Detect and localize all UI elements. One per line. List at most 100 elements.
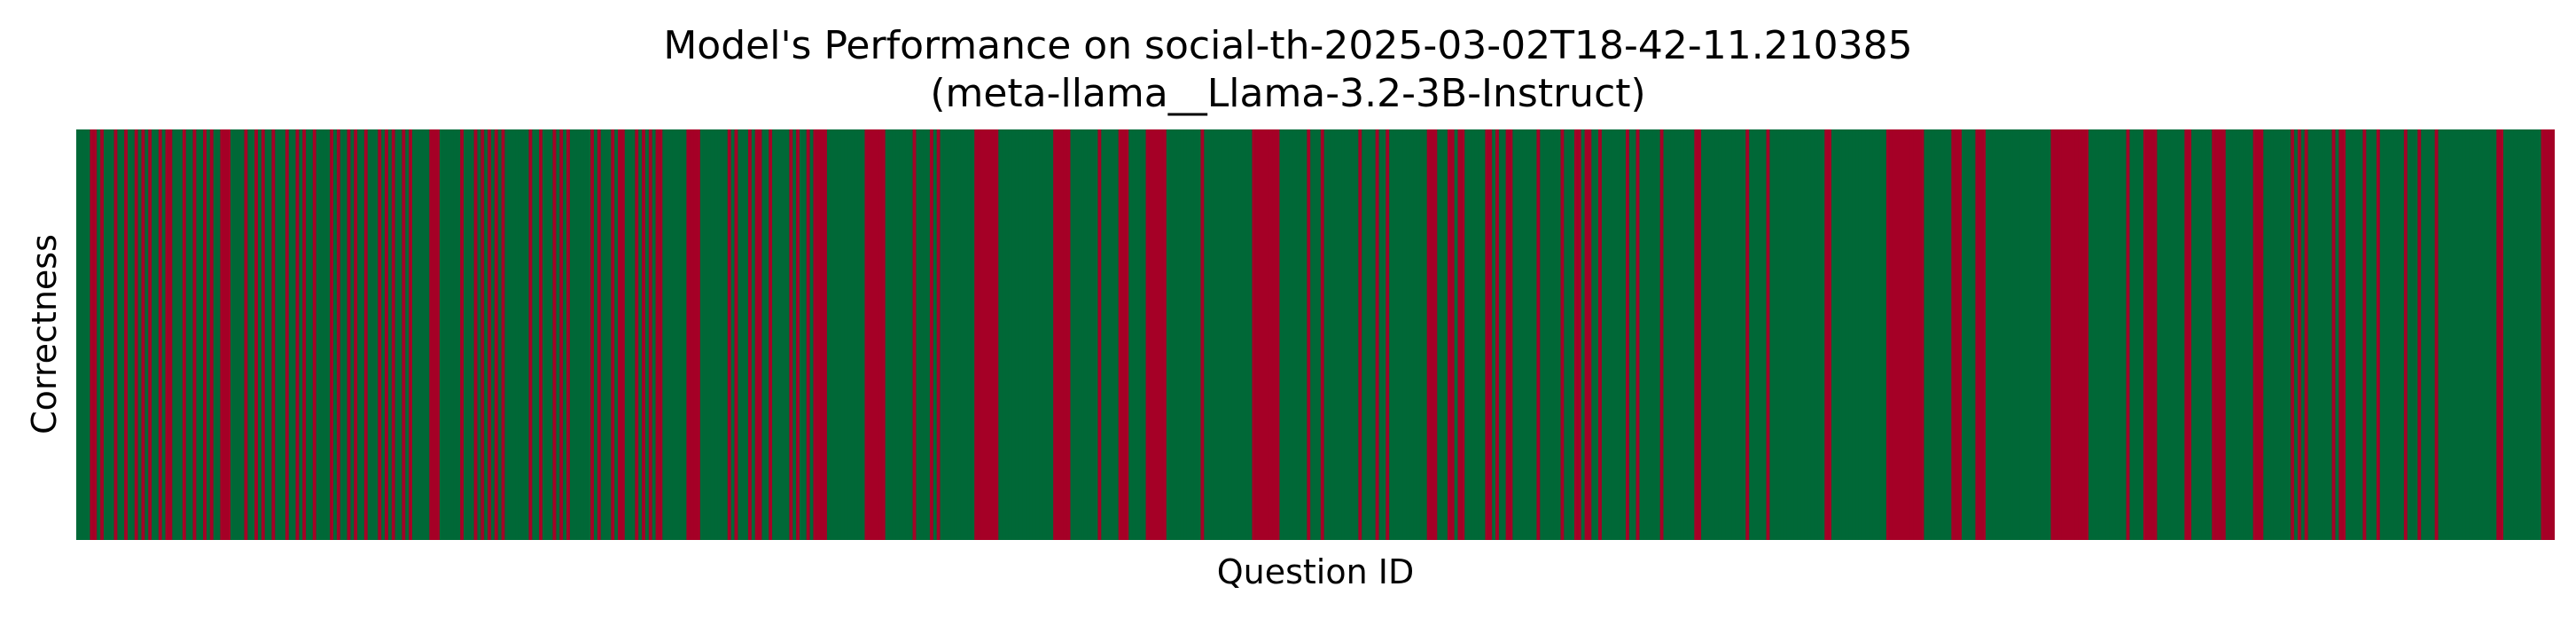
- heatmap-cell-correct: [230, 129, 235, 540]
- heatmap-cell-correct: [854, 129, 859, 540]
- heatmap-cell-correct: [1022, 129, 1026, 540]
- heatmap-cell-correct: [628, 129, 633, 540]
- heatmap-cell-correct: [1289, 129, 1294, 540]
- heatmap-cell-correct: [950, 129, 955, 540]
- heatmap-cell-correct: [1663, 129, 1667, 540]
- heatmap-cell-correct: [497, 129, 503, 540]
- heatmap-cell-correct: [1354, 129, 1359, 540]
- heatmap-cell-correct: [2482, 129, 2487, 540]
- heatmap-cell-incorrect: [1913, 129, 1918, 540]
- heatmap-cell-incorrect: [871, 129, 876, 540]
- heatmap-cell-correct: [1516, 129, 1520, 540]
- heatmap-cell-correct: [706, 129, 712, 540]
- heatmap-cell-correct: [2441, 129, 2446, 540]
- heatmap-cell-correct: [1852, 129, 1856, 540]
- heatmap-cell-correct: [1046, 129, 1050, 540]
- heatmap-cell-correct: [306, 129, 310, 540]
- heatmap-cell-correct: [2157, 129, 2161, 540]
- heatmap-cell-correct: [1423, 129, 1428, 540]
- heatmap-cell-correct: [2369, 129, 2374, 540]
- heatmap-cell-correct: [350, 129, 355, 540]
- heatmap-cell-correct: [299, 129, 303, 540]
- heatmap-cell-incorrect: [2064, 129, 2069, 540]
- heatmap-cell-correct: [282, 129, 286, 540]
- heatmap-cell-correct: [956, 129, 962, 540]
- heatmap-cell-incorrect: [1920, 129, 1925, 540]
- heatmap-cell-correct: [86, 129, 91, 540]
- heatmap-cell-incorrect: [1433, 129, 1438, 540]
- heatmap-cell-incorrect: [1125, 129, 1129, 540]
- heatmap-cell-correct: [1406, 129, 1410, 540]
- heatmap-cell-incorrect: [436, 129, 441, 540]
- heatmap-cell-correct: [2205, 129, 2210, 540]
- heatmap-cell-incorrect: [1118, 129, 1123, 540]
- heatmap-cell-incorrect: [1252, 129, 1256, 540]
- heatmap-cell-correct: [631, 129, 636, 540]
- heatmap-cell-incorrect: [1057, 129, 1061, 540]
- heatmap-cell-correct: [1769, 129, 1774, 540]
- heatmap-cell-correct: [2448, 129, 2453, 540]
- heatmap-cell-correct: [213, 129, 218, 540]
- heatmap-cell-correct: [1971, 129, 1977, 540]
- heatmap-cell-incorrect: [2297, 129, 2302, 540]
- heatmap-cell-incorrect: [1828, 129, 1832, 540]
- heatmap-cell-correct: [2366, 129, 2370, 540]
- heatmap-cell-correct: [2300, 129, 2306, 540]
- heatmap-cell-correct: [2373, 129, 2377, 540]
- heatmap-cell-correct: [1492, 129, 1496, 540]
- heatmap-cell-correct: [761, 129, 766, 540]
- heatmap-cell-correct: [371, 129, 376, 540]
- heatmap-cell-correct: [2006, 129, 2010, 540]
- heatmap-cell-incorrect: [227, 129, 231, 540]
- heatmap-cell-correct: [857, 129, 863, 540]
- heatmap-cell-correct: [2318, 129, 2322, 540]
- heatmap-cell-incorrect: [2551, 129, 2555, 540]
- heatmap-cell-correct: [2410, 129, 2416, 540]
- heatmap: [76, 129, 2555, 540]
- heatmap-cell-incorrect: [330, 129, 334, 540]
- heatmap-cell-correct: [1344, 129, 1349, 540]
- heatmap-cell-correct: [2181, 129, 2185, 540]
- heatmap-cell-correct: [1834, 129, 1839, 540]
- heatmap-cell-correct: [1347, 129, 1353, 540]
- heatmap-cell-correct: [1557, 129, 1562, 540]
- heatmap-cell-incorrect: [134, 129, 139, 540]
- heatmap-cell-incorrect: [991, 129, 996, 540]
- heatmap-cell-incorrect: [2054, 129, 2058, 540]
- heatmap-cell-correct: [449, 129, 454, 540]
- heatmap-cell-correct: [1183, 129, 1188, 540]
- heatmap-cell-correct: [1526, 129, 1531, 540]
- heatmap-cell-incorrect: [1896, 129, 1901, 540]
- heatmap-cell-correct: [943, 129, 948, 540]
- heatmap-cell-correct: [1931, 129, 1935, 540]
- heatmap-cell-incorrect: [2376, 129, 2381, 540]
- heatmap-cell-correct: [2122, 129, 2127, 540]
- heatmap-cell-correct: [861, 129, 866, 540]
- heatmap-cell-correct: [1169, 129, 1175, 540]
- heatmap-cell-correct: [2465, 129, 2470, 540]
- heatmap-cell-incorrect: [1307, 129, 1311, 540]
- heatmap-cell-correct: [1591, 129, 1596, 540]
- heatmap-cell-correct: [1718, 129, 1722, 540]
- heatmap-cell-correct: [1073, 129, 1078, 540]
- heatmap-cell-incorrect: [727, 129, 732, 540]
- heatmap-cell-incorrect: [433, 129, 437, 540]
- heatmap-cell-correct: [971, 129, 975, 540]
- heatmap-cell-incorrect: [2184, 129, 2189, 540]
- heatmap-cell-correct: [470, 129, 475, 540]
- heatmap-cell-correct: [1711, 129, 1716, 540]
- heatmap-cell-incorrect: [1903, 129, 1908, 540]
- heatmap-cell-correct: [1197, 129, 1202, 540]
- heatmap-cell-incorrect: [429, 129, 433, 540]
- heatmap-cell-correct: [2136, 129, 2141, 540]
- heatmap-cell-correct: [1029, 129, 1034, 540]
- heatmap-cell-correct: [1608, 129, 1613, 540]
- heatmap-cell-correct: [1468, 129, 1472, 540]
- heatmap-cell-incorrect: [501, 129, 506, 540]
- heatmap-cell-correct: [2294, 129, 2299, 540]
- heatmap-cell-correct: [511, 129, 516, 540]
- heatmap-cell-correct: [723, 129, 729, 540]
- heatmap-cell-incorrect: [1694, 129, 1698, 540]
- heatmap-cell-correct: [1540, 129, 1544, 540]
- heatmap-cell-incorrect: [473, 129, 479, 540]
